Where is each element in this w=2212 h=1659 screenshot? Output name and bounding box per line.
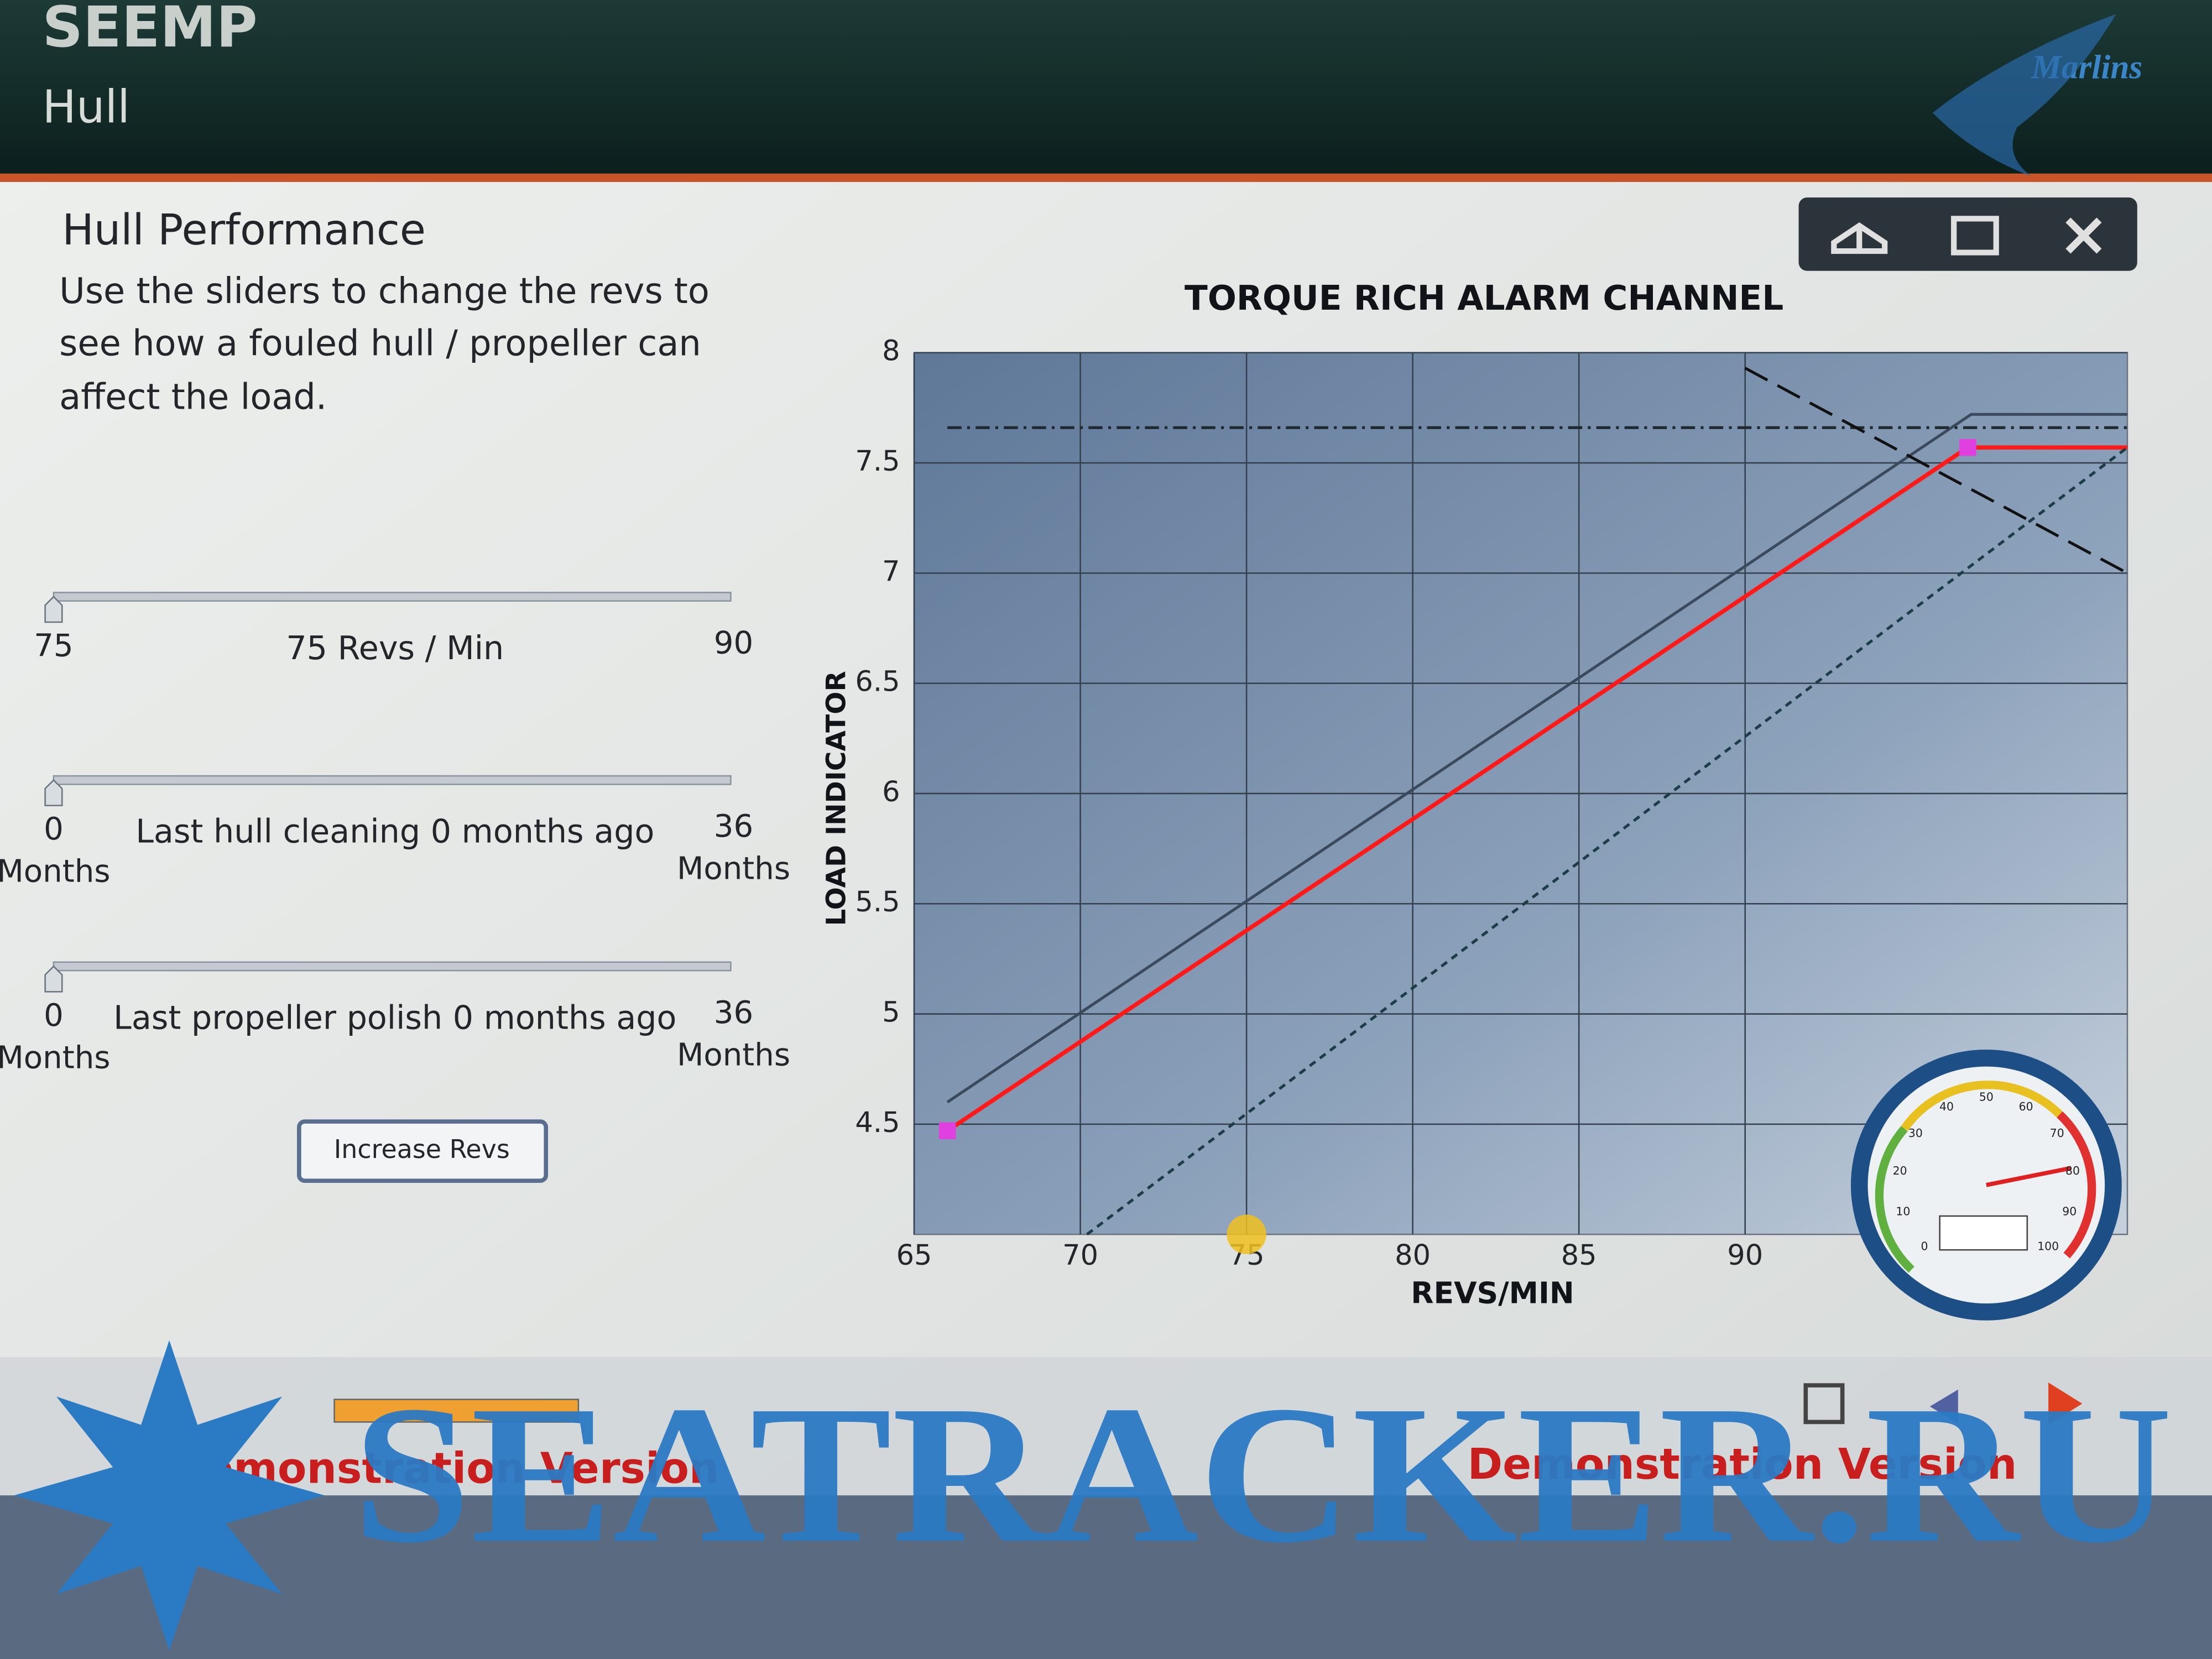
instructions: Use the sliders to change the revs to xyxy=(59,271,709,312)
slider-track[interactable] xyxy=(53,592,732,602)
gauge-tick-label: 100 xyxy=(2037,1240,2059,1253)
y-tick-label: 4.5 xyxy=(855,1107,900,1139)
y-tick-label: 6 xyxy=(882,776,900,808)
instructions: see how a fouled hull / propeller can xyxy=(59,324,701,364)
back-icon[interactable] xyxy=(1929,1389,1958,1423)
x-tick-label: 80 xyxy=(1395,1239,1431,1272)
slider-min: 0 xyxy=(44,998,64,1034)
slider-thumb[interactable] xyxy=(44,965,63,993)
chart-title: TORQUE RICH ALARM CHANNEL xyxy=(1185,279,1783,318)
x-tick-label: 85 xyxy=(1561,1239,1597,1272)
panel-title: Hull Performance xyxy=(62,206,426,255)
app-subtitle: Hull xyxy=(43,81,130,133)
slider-track[interactable] xyxy=(53,775,732,785)
gauge-tick-label: 10 xyxy=(1896,1205,1910,1218)
watermark-burst xyxy=(14,1340,325,1651)
header-stripe xyxy=(0,173,2212,182)
series-line xyxy=(946,413,2127,1104)
point-marker xyxy=(938,1122,956,1140)
book-icon[interactable] xyxy=(1831,222,1888,254)
gauge-tick-label: 60 xyxy=(2019,1100,2033,1113)
gauge-display xyxy=(1939,1215,2028,1251)
gauge-tick-label: 30 xyxy=(1908,1126,1923,1140)
sliders: 75 90 75 Revs / Min 0 Months 36 Months Last hul… xyxy=(0,592,790,1076)
y-tick-label: 8 xyxy=(882,335,900,368)
x-tick-label: 70 xyxy=(1062,1239,1098,1272)
gauge-tick-label: 20 xyxy=(1893,1164,1907,1177)
gauge-tick-label: 50 xyxy=(1979,1091,1994,1104)
demo-notice: Demonstration Version xyxy=(1468,1440,2017,1489)
logo-fish xyxy=(1932,14,2116,176)
increase-revs-button[interactable] xyxy=(296,1119,549,1183)
gauge-tick-label: 40 xyxy=(1939,1100,1954,1113)
gauge-red xyxy=(2057,1111,2096,1259)
menu-icon[interactable] xyxy=(1803,1383,1845,1425)
print-icon[interactable] xyxy=(1951,216,1999,255)
progress-bar xyxy=(333,1399,580,1423)
gauge: 0 10 20 30 40 50 60 70 80 90 100 xyxy=(1850,1049,2122,1321)
gauge-tick-label: 80 xyxy=(2065,1164,2080,1177)
x-tick-label: 90 xyxy=(1727,1239,1763,1272)
gauge-tick-label: 70 xyxy=(2050,1126,2064,1140)
close-icon[interactable] xyxy=(2065,217,2102,254)
slider-min: 0 xyxy=(44,811,64,847)
slider-max: Months xyxy=(677,1037,790,1073)
current-revs-marker[interactable] xyxy=(1227,1214,1266,1254)
gauge-green xyxy=(1875,1125,1914,1273)
slider-max: Months xyxy=(677,851,790,887)
slider-caption: 75 Revs / Min xyxy=(286,629,504,667)
x-axis-label: REVS/MIN xyxy=(1411,1275,1574,1310)
slider-min: 75 xyxy=(34,628,73,664)
gauge-needle xyxy=(1986,1166,2072,1187)
slider-track[interactable] xyxy=(53,961,732,972)
y-tick-label: 7.5 xyxy=(855,445,900,478)
watermark: SEATRACKER.RU xyxy=(353,1365,2173,1584)
y-axis-label: LOAD INDICATOR xyxy=(821,671,852,926)
slider-max: 36 xyxy=(714,808,753,844)
slider-max: 90 xyxy=(714,625,753,661)
x-tick-label: 65 xyxy=(896,1239,932,1272)
button-label: Increase Revs xyxy=(334,1134,510,1164)
gauge-yellow xyxy=(1901,1081,2063,1131)
next-icon[interactable] xyxy=(2048,1383,2083,1425)
slider-max: 36 xyxy=(714,995,753,1031)
header-bar xyxy=(0,0,2212,178)
slider-thumb[interactable] xyxy=(44,779,63,806)
slider-min: Months xyxy=(0,854,110,890)
y-tick-label: 6.5 xyxy=(855,666,900,698)
instructions: affect the load. xyxy=(59,377,327,418)
slider-caption: Last propeller polish 0 months ago xyxy=(113,999,676,1036)
screen-bezel xyxy=(0,1495,2212,1659)
gauge-tick-label: 90 xyxy=(2062,1205,2077,1218)
slider-min: Months xyxy=(0,1040,110,1076)
y-tick-label: 5.5 xyxy=(855,886,900,919)
y-tick-label: 5 xyxy=(882,997,900,1029)
gauge-tick-label: 0 xyxy=(1921,1240,1928,1253)
app-title: SEEMP xyxy=(43,0,258,60)
point-marker xyxy=(1959,439,1976,456)
footer-bar xyxy=(0,1357,2212,1496)
slider-caption: Last hull cleaning 0 months ago xyxy=(135,813,654,851)
series-line xyxy=(1086,446,2128,1236)
slider-thumb[interactable] xyxy=(44,596,63,623)
y-tick-label: 7 xyxy=(882,555,900,588)
